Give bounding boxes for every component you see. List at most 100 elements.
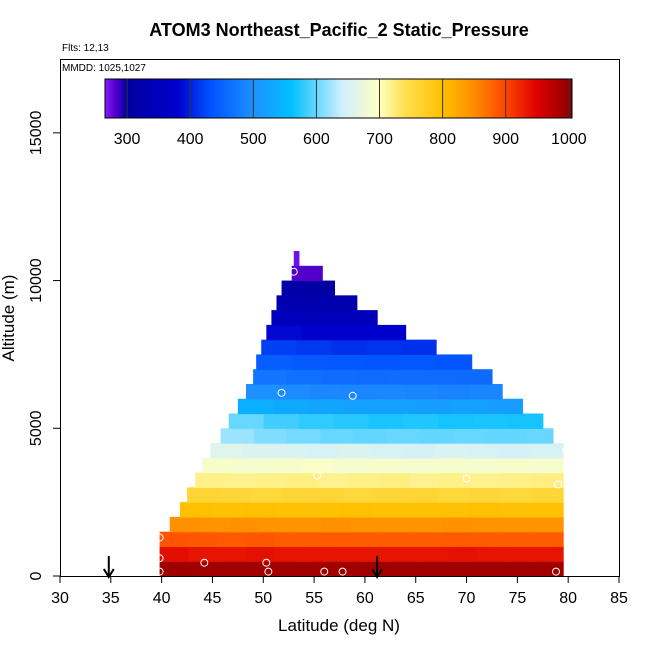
data-cell-r6-c10 <box>501 472 534 488</box>
data-cell-r13-c6 <box>457 369 493 385</box>
data-cell-r11-c7 <box>486 398 524 415</box>
data-cell-r1-c0 <box>159 546 190 562</box>
x-tick-label-1: 35 <box>102 590 120 607</box>
data-cell-r10-c0 <box>228 413 265 429</box>
data-cell-r7-c0 <box>202 457 236 474</box>
data-cell-r4-c3 <box>275 502 309 518</box>
data-cell-r1-c12 <box>505 546 535 562</box>
data-cell-r11-c5 <box>415 398 452 415</box>
data-cell-r2-c4 <box>274 531 305 548</box>
data-cell-r10-c8 <box>507 413 544 429</box>
data-cell-r0-c12 <box>505 561 535 577</box>
colorbar-tick-label-7: 1000 <box>551 131 587 148</box>
data-cell-r8-c8 <box>466 443 500 459</box>
data-cell-r2-c9 <box>418 531 449 548</box>
x-tick-label-5: 55 <box>305 590 323 607</box>
data-cell-r0-c0 <box>159 561 190 577</box>
data-cell-r18-c1 <box>303 295 331 311</box>
sample-marker-14 <box>348 391 357 400</box>
y-tick-label-2: 10000 <box>28 258 45 303</box>
data-cell-r0-c1 <box>188 561 218 577</box>
data-cell-r8-c5 <box>370 443 404 459</box>
colorbar <box>104 78 573 119</box>
y-axis-label: Altitude (m) <box>0 275 18 362</box>
y-axis: 0 5000 10000 15000 <box>28 111 60 580</box>
data-cell-r3-c9 <box>442 516 473 533</box>
data-cell-r1-c7 <box>361 546 391 562</box>
data-cell-r3-c4 <box>290 516 322 533</box>
data-cell-r8-c0 <box>210 443 244 459</box>
data-cell-r5-c8 <box>437 487 470 503</box>
sample-marker-5 <box>264 567 273 576</box>
data-cell-r7-c9 <box>497 457 531 474</box>
data-cell-r2-c3 <box>246 531 276 548</box>
data-cell-r6-c4 <box>317 472 350 488</box>
data-cell-r2-c2 <box>217 531 247 548</box>
y-tick-label-0: 0 <box>28 571 45 580</box>
data-cell-r2-c7 <box>361 531 391 548</box>
y-tick-label-1: 5000 <box>28 410 45 446</box>
data-cell-r4-c11 <box>531 502 564 518</box>
data-cell-r14-c4 <box>399 354 437 370</box>
data-cell-r11-c6 <box>451 398 488 415</box>
data-cell-r2-c6 <box>332 531 362 548</box>
data-cell-r0-c11 <box>476 561 507 577</box>
data-cell-r1-c8 <box>390 546 420 562</box>
data-cell-r12-c6 <box>438 383 471 400</box>
data-cell-r9-c5 <box>386 428 421 444</box>
x-tick-label-2: 40 <box>153 590 171 607</box>
data-cell-r3-c7 <box>381 516 413 533</box>
y-tick-label-3: 15000 <box>28 111 45 156</box>
x-tick-label-0: 30 <box>51 590 69 607</box>
data-cell-r4-c8 <box>435 502 468 518</box>
data-cell-r2-c0 <box>159 531 190 548</box>
data-cell-r12-c1 <box>278 383 311 400</box>
data-cell-r6-c1 <box>225 472 258 488</box>
data-cell-r5-c2 <box>249 487 282 503</box>
colorbar-tick-label-3: 600 <box>303 131 330 148</box>
x-axis: 30 35 40 45 50 55 60 65 70 75 80 85 <box>51 576 628 607</box>
data-cell-r8-c9 <box>498 443 532 459</box>
data-cell-r9-c6 <box>420 428 454 444</box>
sample-marker-8 <box>551 567 560 576</box>
x-tick-label-4: 50 <box>254 590 272 607</box>
data-cell-r11-c4 <box>380 398 417 415</box>
data-cell-r6-c7 <box>409 472 442 488</box>
data-cell-r8-c10 <box>531 443 564 459</box>
data-cell-r2-c1 <box>188 531 218 548</box>
sample-marker-12 <box>562 446 571 455</box>
data-cell-r3-c12 <box>532 516 564 533</box>
data-cell-r13-c1 <box>287 369 322 385</box>
data-cell-r6-c3 <box>287 472 319 488</box>
data-cell-r11-c3 <box>344 398 381 415</box>
data-cell-r6-c9 <box>471 472 503 488</box>
data-cell-r7-c10 <box>530 457 564 474</box>
sample-marker-2 <box>155 533 164 542</box>
data-cell-r9-c4 <box>353 428 388 444</box>
data-cell-r3-c2 <box>230 516 262 533</box>
data-cell-r2-c13 <box>534 531 564 548</box>
data-cell-r12-c5 <box>406 383 439 400</box>
data-cell-r3-c11 <box>502 516 534 533</box>
data-cell-r1-c1 <box>188 546 218 562</box>
data-cell-r4-c4 <box>307 502 341 518</box>
sample-marker-4 <box>262 558 271 567</box>
data-cell-r0-c9 <box>418 561 449 577</box>
data-cell-r3-c3 <box>260 516 292 533</box>
data-cell-r1-c5 <box>303 546 334 562</box>
data-cell-r0-c10 <box>447 561 478 577</box>
dates-label: MMDD: 1025,1027 <box>62 63 146 74</box>
data-cell-r4-c2 <box>243 502 277 518</box>
data-cell-r12-c0 <box>245 383 279 400</box>
data-cell-r5-c10 <box>500 487 533 503</box>
x-tick-label-3: 45 <box>204 590 222 607</box>
data-cell-r10-c3 <box>333 413 369 429</box>
data-cell-r12-c4 <box>374 383 407 400</box>
data-cell-r10-c4 <box>368 413 404 429</box>
data-cell-r6-c6 <box>379 472 411 488</box>
data-cell-r5-c9 <box>469 487 502 503</box>
data-cell-r9-c0 <box>220 428 255 444</box>
data-cell-r7-c8 <box>464 457 499 474</box>
data-cell-r2-c8 <box>390 531 420 548</box>
data-cell-r15-c4 <box>401 339 437 356</box>
